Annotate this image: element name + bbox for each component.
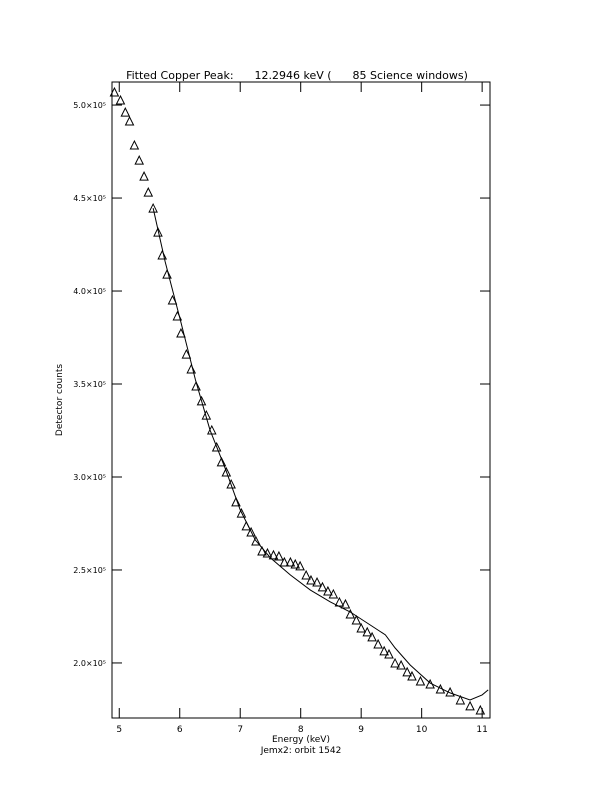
data-point	[356, 622, 366, 633]
data-point	[340, 598, 351, 609]
data-point	[191, 380, 201, 391]
data-point	[143, 186, 154, 197]
y-tick-label: 5.0×10⁵	[73, 101, 106, 110]
data-point	[328, 588, 339, 599]
data-point	[246, 526, 256, 537]
data-point	[186, 363, 197, 374]
data-point	[334, 596, 345, 607]
x-tick-label: 5	[116, 725, 122, 735]
data-point	[396, 659, 406, 670]
data-point	[285, 556, 296, 567]
data-point	[290, 558, 301, 569]
data-point	[379, 645, 389, 656]
data-point	[115, 94, 126, 105]
y-tick-label: 2.0×10⁵	[73, 659, 106, 668]
data-point	[274, 550, 284, 561]
y-axis-label: Detector counts	[55, 364, 65, 436]
data-point	[153, 226, 163, 237]
data-point	[236, 507, 247, 518]
data-point	[351, 614, 362, 625]
data-point	[312, 576, 322, 587]
data-point	[306, 574, 316, 585]
data-point	[167, 294, 178, 305]
data-point	[367, 631, 377, 642]
data-point	[301, 569, 311, 580]
data-point	[134, 154, 145, 165]
data-point	[268, 549, 279, 560]
data-point	[251, 535, 261, 546]
data-point	[345, 608, 356, 619]
data-point	[181, 348, 192, 359]
data-point	[384, 648, 394, 659]
x-tick-label: 9	[358, 725, 364, 735]
data-point	[211, 441, 222, 452]
data-point	[162, 268, 172, 279]
data-point	[216, 456, 227, 467]
data-point	[455, 694, 466, 705]
data-point	[317, 581, 328, 592]
y-tick-label: 3.0×10⁵	[73, 473, 106, 482]
x-tick-label: 8	[298, 725, 304, 735]
x-tick-label: 11	[476, 725, 487, 735]
subtitle: Jemx2: orbit 1542	[260, 746, 342, 756]
data-point	[196, 395, 207, 406]
data-point	[221, 466, 232, 477]
data-point	[465, 700, 475, 711]
data-point	[279, 556, 290, 567]
data-point	[362, 626, 373, 637]
data-point	[402, 666, 412, 677]
y-tick-label: 4.0×10⁵	[73, 287, 106, 296]
data-point	[109, 86, 120, 97]
data-point	[157, 249, 168, 260]
x-tick-label: 10	[416, 725, 428, 735]
y-tick-label: 2.5×10⁵	[73, 566, 106, 575]
data-point	[124, 115, 135, 126]
data-point	[231, 496, 241, 507]
data-point	[407, 670, 417, 681]
data-point	[323, 585, 333, 596]
data-point	[373, 638, 383, 649]
data-point	[295, 560, 305, 571]
data-point	[129, 139, 140, 150]
y-tick-label: 4.5×10⁵	[73, 194, 106, 203]
x-axis-label: Energy (keV)	[272, 735, 330, 745]
data-point	[120, 107, 131, 117]
data-point	[262, 547, 273, 558]
data-point	[148, 202, 158, 213]
data-point	[139, 170, 149, 181]
fit-line	[152, 207, 489, 701]
data-point	[475, 704, 486, 715]
y-tick-label: 3.5×10⁵	[73, 380, 106, 389]
x-tick-label: 7	[237, 725, 243, 735]
data-point	[415, 675, 426, 686]
x-tick-label: 6	[177, 725, 183, 735]
chart-title: Fitted Copper Peak: 12.2946 keV ( 85 Sci…	[126, 69, 468, 82]
data-point	[390, 657, 400, 668]
data-point	[226, 478, 236, 489]
data-point	[176, 327, 186, 338]
